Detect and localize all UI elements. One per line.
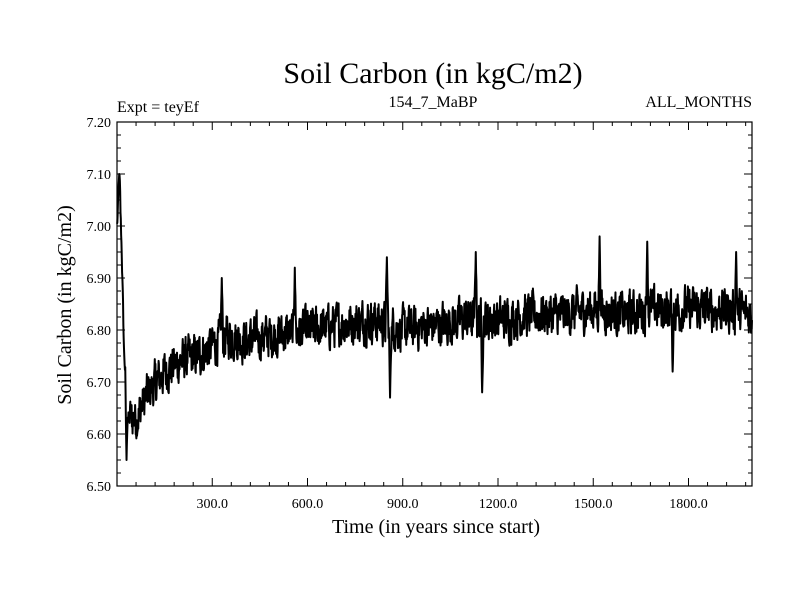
x-axis-label: Time (in years since start) bbox=[332, 516, 540, 538]
y-tick-label: 6.70 bbox=[87, 376, 112, 391]
y-tick-label: 6.90 bbox=[87, 272, 112, 287]
y-tick-label: 6.80 bbox=[87, 324, 112, 339]
x-tick-label: 1500.0 bbox=[574, 497, 613, 512]
x-tick-label: 1800.0 bbox=[669, 497, 708, 512]
y-tick-label: 7.20 bbox=[87, 116, 112, 131]
period-label: 154_7_MaBP bbox=[389, 94, 478, 111]
x-tick-label: 300.0 bbox=[197, 497, 229, 512]
y-tick-label: 7.10 bbox=[87, 168, 112, 183]
y-tick-label: 6.50 bbox=[87, 480, 112, 495]
x-tick-label: 600.0 bbox=[292, 497, 324, 512]
series-line-soil-carbon bbox=[116, 173, 753, 461]
chart-title: Soil Carbon (in kgC/m2) bbox=[283, 57, 582, 90]
experiment-label: Expt = teyEf bbox=[117, 99, 200, 116]
y-tick-label: 7.00 bbox=[87, 220, 112, 235]
y-axis-label: Soil Carbon (in kgC/m2) bbox=[54, 205, 76, 404]
plot-area: 6.50 6.60 6.70 6.80 6.90 7.00 7.10 7.20 300.0 600… bbox=[87, 116, 753, 512]
months-label: ALL_MONTHS bbox=[645, 94, 752, 111]
x-tick-label: 1200.0 bbox=[479, 497, 518, 512]
y-tick-label: 6.60 bbox=[87, 428, 112, 443]
x-tick-label: 900.0 bbox=[387, 497, 419, 512]
